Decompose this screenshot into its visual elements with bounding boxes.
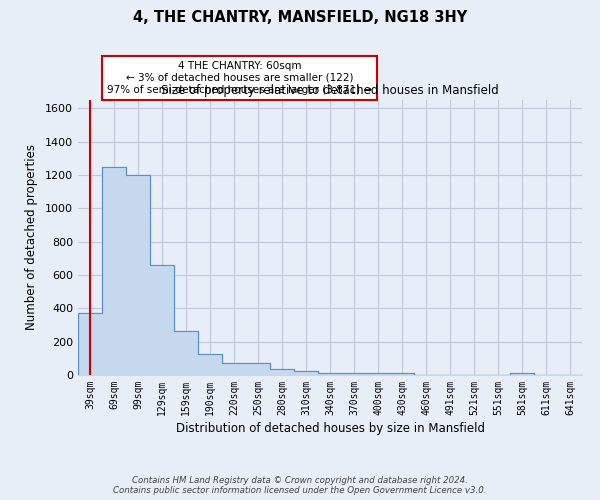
Text: 4, THE CHANTRY, MANSFIELD, NG18 3HY: 4, THE CHANTRY, MANSFIELD, NG18 3HY	[133, 10, 467, 25]
Text: Contains HM Land Registry data © Crown copyright and database right 2024.
Contai: Contains HM Land Registry data © Crown c…	[113, 476, 487, 495]
Text: 4 THE CHANTRY: 60sqm
← 3% of detached houses are smaller (122)
97% of semi-detac: 4 THE CHANTRY: 60sqm ← 3% of detached ho…	[107, 62, 372, 94]
X-axis label: Distribution of detached houses by size in Mansfield: Distribution of detached houses by size …	[176, 422, 485, 435]
Title: Size of property relative to detached houses in Mansfield: Size of property relative to detached ho…	[161, 84, 499, 98]
Y-axis label: Number of detached properties: Number of detached properties	[25, 144, 38, 330]
